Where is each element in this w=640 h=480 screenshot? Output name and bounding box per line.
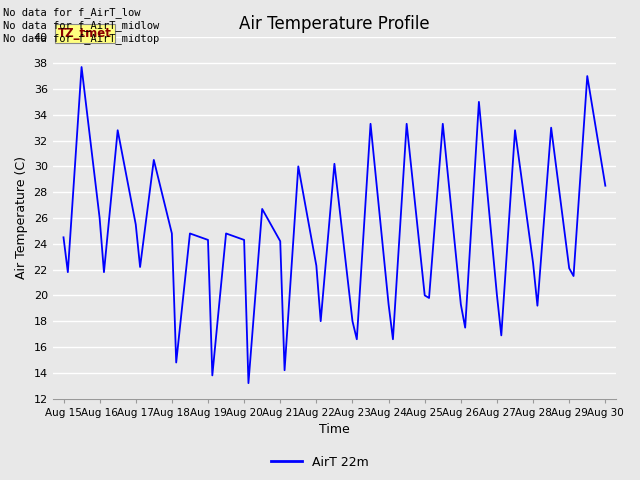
Text: No data for f_AirT_midlow: No data for f_AirT_midlow [3,20,159,31]
Text: No data for f_AirT_low: No data for f_AirT_low [3,7,141,18]
X-axis label: Time: Time [319,423,350,436]
Legend: AirT 22m: AirT 22m [266,451,374,474]
Text: TZ_tmet: TZ_tmet [58,27,112,40]
Text: No data for f_AirT_midtop: No data for f_AirT_midtop [3,33,159,44]
Y-axis label: Air Temperature (C): Air Temperature (C) [15,156,28,279]
Title: Air Temperature Profile: Air Temperature Profile [239,15,429,33]
